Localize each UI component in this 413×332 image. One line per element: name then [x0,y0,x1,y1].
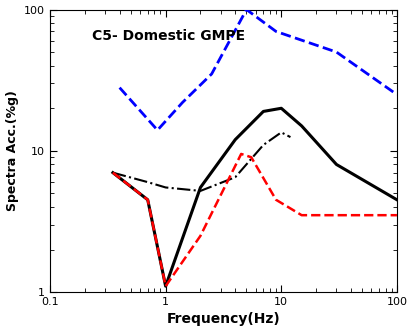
Text: C5- Domestic GMPE: C5- Domestic GMPE [92,29,245,43]
Y-axis label: Spectra Acc.(%g): Spectra Acc.(%g) [5,90,19,211]
X-axis label: Frequency(Hz): Frequency(Hz) [166,312,280,326]
